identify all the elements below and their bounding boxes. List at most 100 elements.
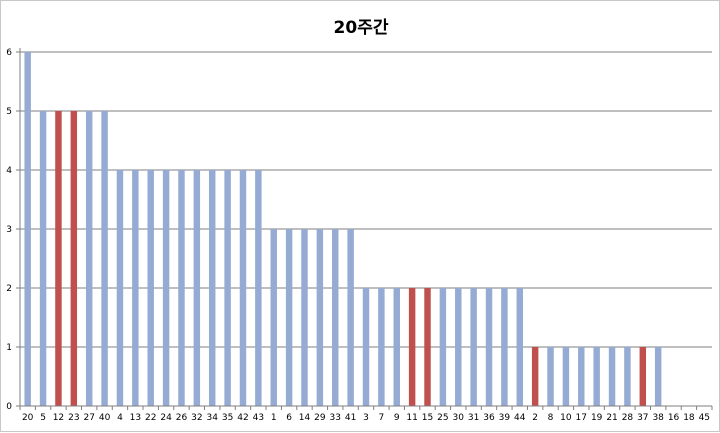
x-tick-label: 10 xyxy=(560,413,572,423)
x-tick-label: 19 xyxy=(591,413,603,423)
x-tick-label: 33 xyxy=(330,413,341,423)
bars xyxy=(24,52,662,406)
bar-43 xyxy=(255,170,262,406)
y-tick-label: 2 xyxy=(6,284,12,294)
x-tick-label: 4 xyxy=(117,413,123,423)
x-tick-label: 31 xyxy=(468,413,479,423)
y-tick-label: 3 xyxy=(6,225,12,235)
y-tick-label: 6 xyxy=(6,48,12,58)
chart-title: 20주간 xyxy=(333,18,389,38)
bar-4 xyxy=(116,170,124,406)
x-tick-label: 28 xyxy=(622,413,634,423)
bar-13 xyxy=(132,170,139,406)
bar-21 xyxy=(608,347,616,406)
x-tick-label: 6 xyxy=(286,413,292,423)
x-tick-label: 44 xyxy=(514,413,526,423)
y-tick-labels: 0 1 2 3 4 5 6 xyxy=(6,48,12,412)
axes xyxy=(16,48,713,410)
x-tick-label: 3 xyxy=(363,413,369,423)
bar-31 xyxy=(470,288,477,406)
y-tick-label: 4 xyxy=(6,166,12,176)
x-tick-label: 37 xyxy=(637,413,648,423)
bar-5 xyxy=(39,111,47,406)
bar-30 xyxy=(455,288,462,406)
x-tick-label: 18 xyxy=(683,413,695,423)
bar-32 xyxy=(193,170,201,406)
bar-7 xyxy=(378,288,385,406)
bar-40 xyxy=(101,111,108,406)
bar-36 xyxy=(485,288,493,406)
bar-25 xyxy=(439,288,447,406)
x-tick-label: 40 xyxy=(99,413,111,423)
x-tick-label: 20 xyxy=(22,413,34,423)
bar-35 xyxy=(224,170,231,406)
bar-24 xyxy=(162,170,170,406)
bar-12 xyxy=(55,111,62,406)
x-tick-label: 2 xyxy=(532,413,538,423)
x-tick-label: 29 xyxy=(314,413,326,423)
bar-14 xyxy=(301,229,308,406)
x-tick-label: 26 xyxy=(176,413,188,423)
x-tick-label: 17 xyxy=(576,413,587,423)
bar-20 xyxy=(24,52,31,406)
bar-29 xyxy=(316,229,324,406)
x-tick-label: 13 xyxy=(130,413,141,423)
x-tick-labels: 20 5 12 23 27 40 4 13 22 24 26 32 34 35 42 43 1 6 14 29 33 41… xyxy=(22,413,710,423)
x-tick-label: 1 xyxy=(271,413,277,423)
x-tick-label: 23 xyxy=(68,413,79,423)
x-tick-label: 34 xyxy=(206,413,218,423)
x-tick-label: 12 xyxy=(53,413,64,423)
x-tick-label: 42 xyxy=(237,413,248,423)
bar-23 xyxy=(70,111,78,406)
bar-38 xyxy=(654,347,662,406)
x-tick-label: 11 xyxy=(406,413,417,423)
bar-41 xyxy=(347,229,354,406)
bar-2 xyxy=(531,347,539,406)
y-tick-label: 1 xyxy=(6,343,12,353)
bar-17 xyxy=(578,347,585,406)
x-tick-label: 43 xyxy=(253,413,264,423)
x-tick-label: 21 xyxy=(606,413,617,423)
x-tick-label: 7 xyxy=(379,413,385,423)
bar-28 xyxy=(624,347,631,406)
bar-15 xyxy=(424,288,431,406)
bar-19 xyxy=(593,347,600,406)
bar-11 xyxy=(408,288,416,406)
bar-22 xyxy=(147,170,154,406)
x-tick-label: 45 xyxy=(699,413,710,423)
bar-33 xyxy=(332,229,339,406)
x-tick-label: 5 xyxy=(40,413,46,423)
x-tick-label: 41 xyxy=(345,413,356,423)
bar-39 xyxy=(501,288,508,406)
bar-10 xyxy=(562,347,570,406)
bar-42 xyxy=(239,170,247,406)
bar-44 xyxy=(516,288,524,406)
x-tick-label: 39 xyxy=(499,413,511,423)
x-tick-label: 22 xyxy=(145,413,156,423)
bar-26 xyxy=(178,170,185,406)
bar-8 xyxy=(547,347,554,406)
x-tick-label: 16 xyxy=(668,413,680,423)
bar-9 xyxy=(393,288,400,406)
x-tick-label: 30 xyxy=(453,413,465,423)
bar-27 xyxy=(85,111,93,406)
x-tick-label: 9 xyxy=(394,413,400,423)
x-tick-label: 36 xyxy=(483,413,495,423)
bar-6 xyxy=(285,229,293,406)
x-tick-label: 25 xyxy=(437,413,448,423)
x-tick-label: 15 xyxy=(422,413,433,423)
y-tick-label: 5 xyxy=(6,107,12,117)
bar-1 xyxy=(270,229,277,406)
x-tick-label: 32 xyxy=(191,413,202,423)
y-tick-label: 0 xyxy=(6,402,12,412)
x-tick-label: 35 xyxy=(222,413,233,423)
x-tick-label: 8 xyxy=(548,413,554,423)
x-tick-label: 14 xyxy=(299,413,311,423)
x-tick-label: 38 xyxy=(652,413,664,423)
bar-34 xyxy=(208,170,216,406)
bar-3 xyxy=(362,288,370,406)
x-tick-label: 24 xyxy=(160,413,172,423)
bar-37 xyxy=(639,347,647,406)
